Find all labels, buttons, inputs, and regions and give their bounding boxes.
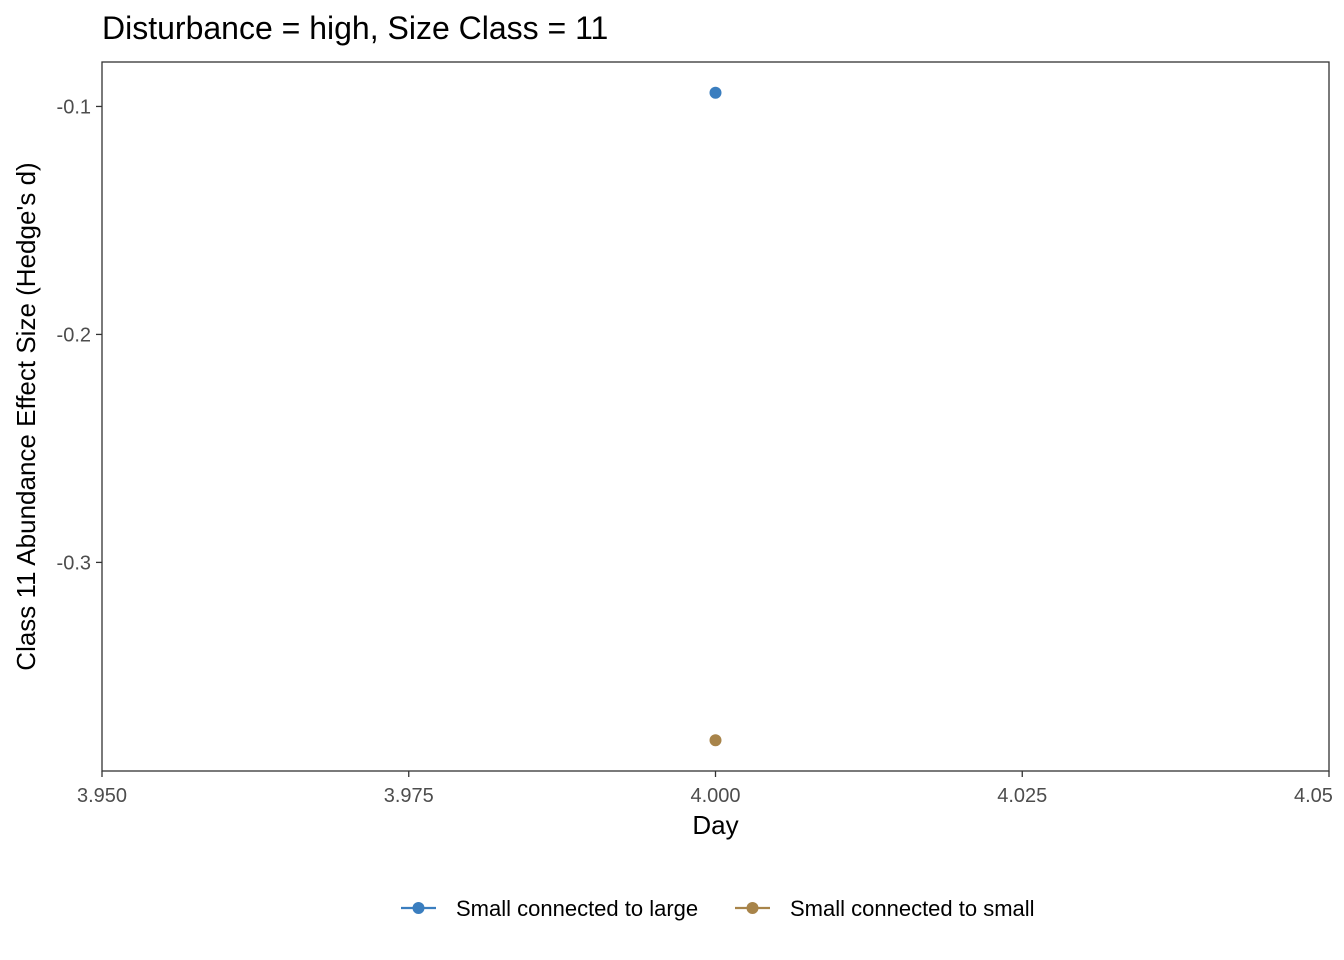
data-point — [709, 86, 722, 99]
data-points — [709, 86, 722, 747]
legend-item: Small connected to small — [735, 896, 1035, 921]
y-axis-label: Class 11 Abundance Effect Size (Hedge's … — [11, 162, 41, 670]
data-point — [709, 734, 722, 747]
x-tick-label: 3.950 — [77, 785, 127, 807]
x-tick-label: 4.000 — [690, 785, 740, 807]
legend-item: Small connected to large — [401, 896, 698, 921]
x-tick-label: 3.975 — [384, 785, 434, 807]
y-tick-label: -0.1 — [57, 96, 91, 118]
y-tick-label: -0.3 — [57, 552, 91, 574]
x-axis: 3.950 3.975 4.000 4.025 4.05 — [77, 771, 1333, 807]
plot-panel — [101, 61, 1330, 772]
legend-key-point — [412, 902, 425, 914]
y-axis: -0.1 -0.2 -0.3 — [57, 96, 102, 574]
x-tick-label: 4.05 — [1294, 785, 1333, 807]
legend-label: Small connected to large — [456, 896, 698, 921]
legend-key-point — [746, 902, 759, 914]
legend-label: Small connected to small — [790, 896, 1035, 921]
chart-title: Disturbance = high, Size Class = 11 — [102, 10, 608, 46]
y-tick-label: -0.2 — [57, 324, 91, 346]
legend: Small connected to large Small connected … — [401, 896, 1035, 921]
x-tick-label: 4.025 — [997, 785, 1047, 807]
x-axis-label: Day — [692, 810, 738, 840]
